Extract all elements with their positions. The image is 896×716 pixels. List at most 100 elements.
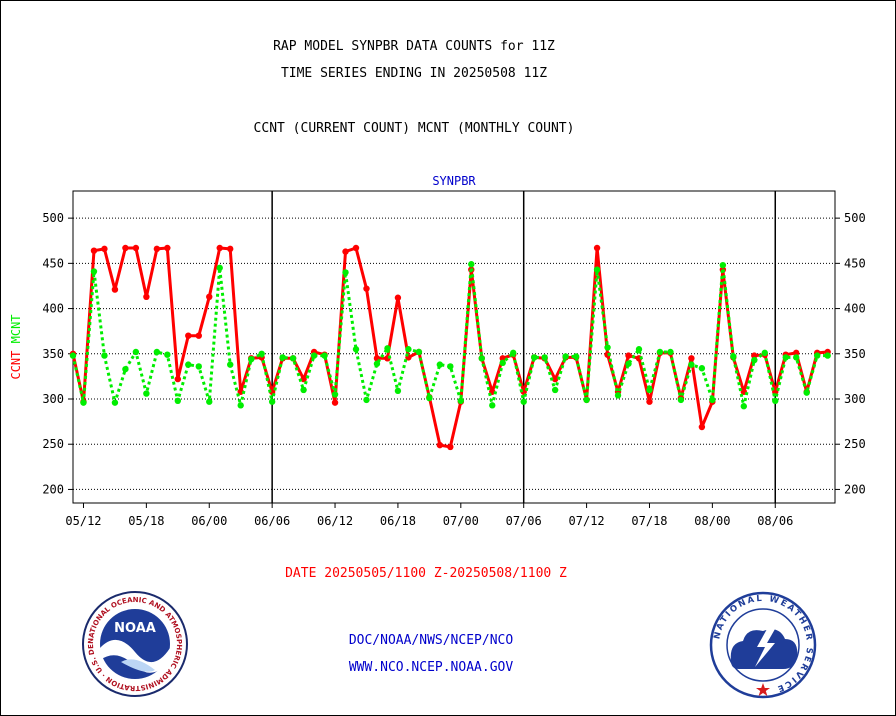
data-point-ccnt [436, 441, 444, 449]
noaa-logo: NATIONAL OCEANIC AND ATMOSPHERIC ADMINIS… [81, 590, 188, 697]
data-point-ccnt [206, 293, 213, 301]
y-axis-label-ccnt: CCNT [9, 351, 23, 380]
y-tick-label: 200 [42, 482, 64, 496]
y-tick-label-right: 450 [844, 256, 866, 270]
data-point-mcnt [185, 361, 192, 368]
data-point-mcnt [310, 352, 318, 359]
data-point-mcnt [719, 261, 727, 269]
y-axis-label-mcnt: MCNT [9, 314, 23, 350]
data-point-ccnt [793, 349, 800, 357]
data-point-mcnt [289, 355, 297, 362]
data-point-ccnt [174, 375, 182, 383]
count-description: CCNT (CURRENT COUNT) MCNT (MONTHLY COUNT… [253, 121, 575, 136]
data-point-ccnt [646, 398, 653, 405]
data-point-ccnt [185, 332, 192, 339]
data-point-ccnt [143, 293, 150, 301]
data-point-mcnt [572, 353, 580, 360]
data-point-mcnt [373, 360, 381, 367]
data-point-ccnt [394, 294, 402, 301]
data-point-mcnt [468, 261, 475, 268]
data-point-mcnt [541, 354, 548, 361]
data-point-mcnt [405, 346, 412, 353]
data-point-mcnt [478, 355, 485, 362]
y-tick-label: 350 [42, 347, 64, 361]
data-point-ccnt [698, 423, 706, 431]
data-point-mcnt [709, 396, 716, 404]
x-tick-label: 05/12 [65, 514, 101, 528]
data-point-mcnt [614, 392, 622, 399]
y-tick-label-right: 500 [844, 211, 866, 225]
data-point-ccnt [625, 352, 632, 359]
x-tick-label: 05/18 [128, 514, 164, 528]
data-point-mcnt [111, 399, 119, 406]
data-point-mcnt [258, 350, 265, 357]
y-tick-label-right: 400 [844, 302, 866, 316]
data-point-ccnt [216, 244, 223, 252]
x-tick-label: 07/00 [443, 514, 479, 528]
data-point-ccnt [551, 375, 559, 383]
data-point-ccnt [342, 248, 349, 255]
data-point-mcnt [761, 349, 768, 357]
y-tick-label: 500 [42, 211, 64, 225]
plot-frame [72, 190, 836, 504]
y-tick-label: 250 [42, 437, 64, 451]
x-tick-label: 08/06 [757, 514, 793, 528]
data-point-mcnt [363, 396, 370, 404]
data-point-ccnt [363, 285, 370, 292]
url-line: WWW.NCO.NCEP.NOAA.GOV [348, 660, 514, 675]
data-point-ccnt [153, 245, 161, 253]
data-point-ccnt [499, 355, 506, 362]
data-point-mcnt [656, 348, 664, 356]
data-point-ccnt [447, 443, 454, 451]
data-point-ccnt [331, 399, 339, 406]
data-point-mcnt [69, 352, 77, 359]
data-point-ccnt [195, 332, 202, 339]
data-point-mcnt [237, 402, 244, 409]
data-point-mcnt [730, 353, 737, 360]
data-point-mcnt [698, 365, 706, 372]
org-line: DOC/NOAA/NWS/NCEP/NCO [348, 633, 514, 648]
data-point-mcnt [813, 352, 821, 359]
data-point-mcnt [268, 398, 276, 405]
data-point-mcnt [551, 386, 559, 394]
chart-subtitle: TIME SERIES ENDING IN 20250508 11Z [280, 66, 548, 81]
data-point-ccnt [111, 286, 119, 293]
data-point-mcnt [520, 398, 527, 405]
data-point-mcnt [635, 346, 643, 353]
y-tick-label-right: 300 [844, 392, 866, 406]
y-tick-label: 300 [42, 392, 64, 406]
nws-logo: NATIONAL WEATHER SERVICE [709, 591, 817, 699]
data-point-mcnt [342, 269, 349, 276]
data-point-ccnt [688, 355, 695, 362]
data-point-mcnt [394, 387, 402, 395]
data-point-mcnt [90, 268, 98, 275]
date-range: DATE 20250505/1100 Z-20250508/1100 Z [285, 566, 567, 581]
data-point-mcnt [457, 397, 465, 405]
data-point-mcnt [562, 353, 569, 360]
x-tick-label: 06/12 [317, 514, 353, 528]
data-point-mcnt [227, 361, 234, 368]
panel-title: SYNPBR [432, 174, 476, 188]
data-point-mcnt [174, 397, 182, 405]
series-line-ccnt [71, 246, 828, 449]
data-point-mcnt [247, 356, 255, 363]
data-point-mcnt [279, 354, 286, 361]
data-point-mcnt [530, 354, 538, 361]
data-point-mcnt [143, 390, 150, 397]
data-point-mcnt [688, 361, 695, 368]
data-point-mcnt [782, 354, 789, 361]
data-point-mcnt [489, 402, 496, 409]
data-point-mcnt [415, 348, 423, 356]
x-tick-label: 06/18 [380, 514, 416, 528]
y-axis-label: CCNT MCNT [9, 314, 23, 379]
data-point-mcnt [646, 386, 653, 394]
data-point-mcnt [426, 394, 433, 402]
data-point-ccnt [90, 247, 98, 254]
y-tick-label-right: 200 [844, 482, 866, 496]
y-tick-label-right: 350 [844, 347, 866, 361]
data-point-mcnt [164, 351, 171, 358]
noaa-text: NOAA [114, 621, 156, 636]
data-point-mcnt [80, 399, 87, 406]
data-point-mcnt [772, 397, 779, 405]
